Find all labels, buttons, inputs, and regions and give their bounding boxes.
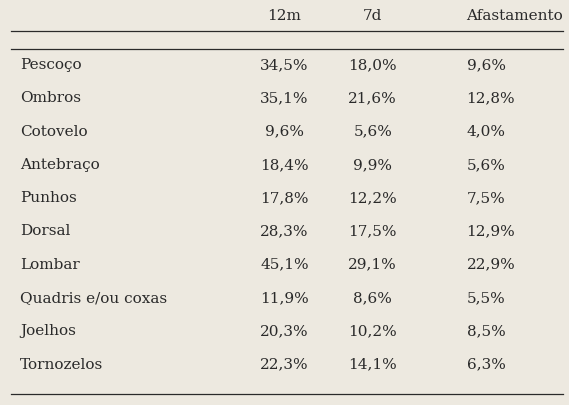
Text: 18,4%: 18,4%: [260, 158, 309, 171]
Text: 9,9%: 9,9%: [353, 158, 392, 171]
Text: 45,1%: 45,1%: [260, 257, 309, 271]
Text: Quadris e/ou coxas: Quadris e/ou coxas: [20, 290, 167, 304]
Text: 34,5%: 34,5%: [260, 58, 309, 72]
Text: Dorsal: Dorsal: [20, 224, 71, 238]
Text: Afastamento: Afastamento: [467, 9, 563, 23]
Text: 22,3%: 22,3%: [260, 357, 309, 371]
Text: 8,6%: 8,6%: [353, 290, 392, 304]
Text: 5,6%: 5,6%: [353, 124, 392, 138]
Text: Cotovelo: Cotovelo: [20, 124, 88, 138]
Text: 17,5%: 17,5%: [348, 224, 397, 238]
Text: 22,9%: 22,9%: [467, 257, 516, 271]
Text: Lombar: Lombar: [20, 257, 80, 271]
Text: 7d: 7d: [363, 9, 382, 23]
Text: Punhos: Punhos: [20, 191, 77, 205]
Text: 7,5%: 7,5%: [467, 191, 505, 205]
Text: 14,1%: 14,1%: [348, 357, 397, 371]
Text: Pescoço: Pescoço: [20, 58, 81, 72]
Text: Antebraço: Antebraço: [20, 158, 100, 171]
Text: 4,0%: 4,0%: [467, 124, 506, 138]
Text: 29,1%: 29,1%: [348, 257, 397, 271]
Text: 9,6%: 9,6%: [265, 124, 304, 138]
Text: 20,3%: 20,3%: [260, 324, 309, 337]
Text: 28,3%: 28,3%: [260, 224, 309, 238]
Text: 12m: 12m: [267, 9, 302, 23]
Text: 12,8%: 12,8%: [467, 91, 515, 105]
Text: 6,3%: 6,3%: [467, 357, 505, 371]
Text: 8,5%: 8,5%: [467, 324, 505, 337]
Text: Tornozelos: Tornozelos: [20, 357, 103, 371]
Text: 5,5%: 5,5%: [467, 290, 505, 304]
Text: 5,6%: 5,6%: [467, 158, 505, 171]
Text: 35,1%: 35,1%: [260, 91, 309, 105]
Text: 11,9%: 11,9%: [260, 290, 309, 304]
Text: 21,6%: 21,6%: [348, 91, 397, 105]
Text: 18,0%: 18,0%: [348, 58, 397, 72]
Text: 10,2%: 10,2%: [348, 324, 397, 337]
Text: Joelhos: Joelhos: [20, 324, 76, 337]
Text: 12,9%: 12,9%: [467, 224, 516, 238]
Text: 9,6%: 9,6%: [467, 58, 506, 72]
Text: 17,8%: 17,8%: [260, 191, 309, 205]
Text: Ombros: Ombros: [20, 91, 81, 105]
Text: 12,2%: 12,2%: [348, 191, 397, 205]
